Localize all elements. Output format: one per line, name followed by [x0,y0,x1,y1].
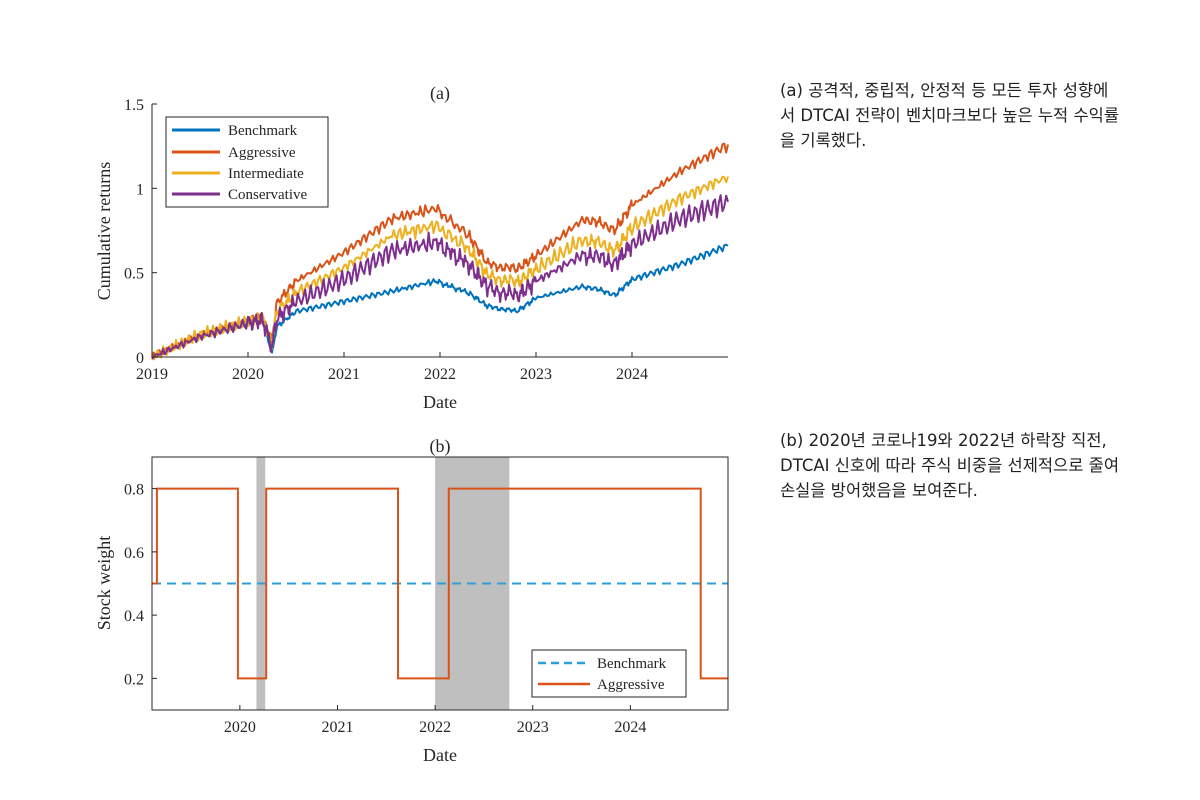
chart-b: 2020 2021 2022 2023 2024 0.2 0.4 0.6 0.8 (b) Dat… [94,436,729,765]
chart-b-legend-box [531,649,687,698]
legend-a-conservative-label: Conservative [228,187,307,203]
chart-a: 2019 2020 2021 2022 2023 2024 0 0.5 1 1.5 (a) Dat… [94,83,729,412]
chart-a-y-label: Cumulative returns [94,162,114,300]
legend-a-intermediate-label: Intermediate [228,166,304,182]
x-tick-label-b: 2020 [224,719,256,736]
y-tick-label-a: 0 [136,350,144,367]
caption-b: (b) 2020년 코로나19와 2022년 하락장 직전, DTCAI 신호에… [780,431,1120,500]
chart-a-x-label: Date [423,392,457,412]
chart-b-title: (b) [430,436,451,457]
legend-b-aggressive-label: Aggressive [597,677,665,693]
x-tick-label-b: 2024 [614,719,646,736]
legend-a-benchmark-label: Benchmark [228,123,298,139]
x-tick-label-a: 2021 [328,366,360,383]
legend-a-aggressive-label: Aggressive [228,145,296,161]
chart-a-marks: 2019 2020 2021 2022 2023 2024 0 0.5 1 1.5 [124,97,729,383]
chart-a-title: (a) [430,83,450,104]
x-tick-label-b: 2021 [321,719,353,736]
legend-b-benchmark-label: Benchmark [597,656,667,672]
chart-b-legend: Benchmark Aggressive [531,649,687,698]
chart-b-frame [151,456,729,711]
y-tick-label-a: 1.5 [124,97,144,114]
x-tick-label-b: 2022 [419,719,451,736]
y-tick-label-b: 0.4 [124,608,144,625]
chart-b-x-label: Date [423,745,457,765]
chart-svg: 2019 2020 2021 2022 2023 2024 0 0.5 1 1.5 (a) Dat… [94,83,729,765]
figure-panel: 2019 2020 2021 2022 2023 2024 0 0.5 1 1.5 (a) Dat… [94,83,729,765]
series-line-b-aggressive [152,487,728,680]
chart-a-legend-box [165,116,329,208]
x-tick-label-a: 2023 [520,366,552,383]
chart-b-y-label: Stock weight [94,536,114,631]
x-tick-label-a: 2019 [136,366,168,383]
series-line-a-conservative [151,194,729,360]
x-tick-label-a: 2020 [232,366,264,383]
chart-a-legend: Benchmark Aggressive Intermediate Conser… [165,116,329,208]
caption-a: (a) 공격적, 중립적, 안정적 등 모든 투자 성향에서 DTCAI 전략이… [780,81,1120,150]
chart-b-marks: 2020 2021 2022 2023 2024 0.2 0.4 0.6 0.8 [124,457,728,736]
y-tick-label-a: 0.5 [124,266,144,283]
y-tick-label-b: 0.6 [124,545,144,562]
x-tick-label-b: 2023 [517,719,549,736]
x-tick-label-a: 2022 [424,366,456,383]
y-tick-label-b: 0.2 [124,671,144,688]
x-tick-label-a: 2024 [616,366,648,383]
y-tick-label-b: 0.8 [124,482,144,499]
y-tick-label-a: 1 [136,181,144,198]
